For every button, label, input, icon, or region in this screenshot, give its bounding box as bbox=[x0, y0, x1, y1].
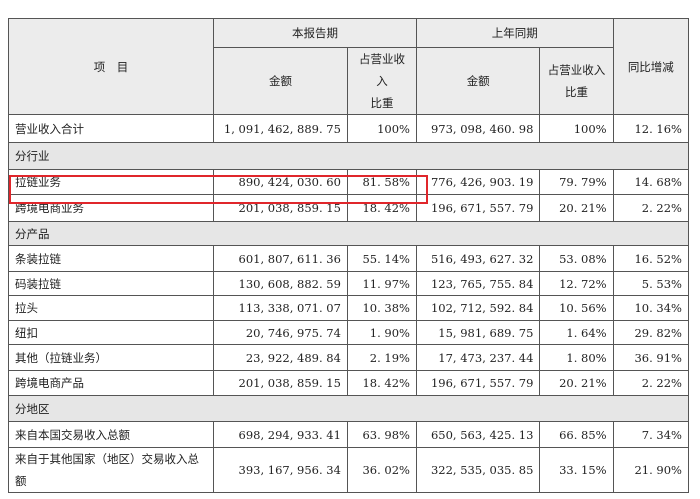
row-cur-amount: 113, 338, 071. 07 bbox=[213, 295, 348, 321]
row-cur-pct: 81. 58% bbox=[346, 169, 417, 195]
row-prev-amount: 776, 426, 903. 19 bbox=[415, 169, 541, 195]
row-cur-amount: 393, 167, 956. 34 bbox=[213, 447, 348, 493]
row-prev-pct: 12. 72% bbox=[539, 271, 614, 296]
row-label: 来自本国交易收入总额 bbox=[7, 421, 215, 448]
row-label: 其他（拉链业务） bbox=[7, 344, 215, 371]
row-cur-pct: 55. 14% bbox=[346, 245, 417, 272]
row-cur-amount: 698, 294, 933. 41 bbox=[213, 421, 348, 448]
table-row: 条装拉链 601, 807, 611. 36 55. 14% 516, 493, 62… bbox=[7, 245, 690, 272]
row-yoy: 16. 52% bbox=[612, 245, 690, 272]
row-cur-pct: 11. 97% bbox=[346, 271, 417, 296]
row-prev-pct: 79. 79% bbox=[539, 169, 614, 195]
total-cur-pct: 100% bbox=[346, 114, 417, 143]
header-row-1: 项 目 本报告期 上年同期 同比增减 bbox=[7, 18, 690, 115]
row-yoy: 21. 90% bbox=[612, 447, 690, 493]
row-label: 条装拉链 bbox=[7, 245, 215, 272]
row-prev-pct: 53. 08% bbox=[539, 245, 614, 272]
table-row: 码装拉链 130, 608, 882. 59 11. 97% 123, 765, 75… bbox=[7, 271, 690, 296]
section-row: 分产品 bbox=[8, 221, 689, 246]
header-cur-amount: 金额 bbox=[213, 47, 348, 115]
table-row: 纽扣 20, 746, 975. 74 1. 90% 15, 981, 689. 75… bbox=[7, 320, 690, 345]
row-prev-amount: 196, 671, 557. 79 bbox=[415, 194, 541, 222]
total-label: 营业收入合计 bbox=[7, 114, 215, 143]
table-row: 跨境电商业务 201, 038, 859. 15 18. 42% 196, 671, … bbox=[7, 194, 690, 222]
table-row: 拉头 113, 338, 071. 07 10. 38% 102, 712, 592.… bbox=[7, 295, 690, 321]
row-prev-amount: 650, 563, 425. 13 bbox=[415, 421, 541, 448]
row-cur-amount: 23, 922, 489. 84 bbox=[213, 344, 348, 371]
row-cur-pct: 63. 98% bbox=[346, 421, 417, 448]
table-row: 拉链业务 890, 424, 030. 60 81. 58% 776, 426, 90… bbox=[7, 169, 690, 195]
row-yoy: 5. 53% bbox=[612, 271, 690, 296]
header-prev-amount: 金额 bbox=[415, 47, 541, 115]
revenue-table: 项 目 本报告期 上年同期 同比增减 金额 占营业收入比重 金额 占营业收入比重… bbox=[7, 18, 690, 493]
header-cur-share: 占营业收入 比重 bbox=[346, 47, 417, 115]
row-label: 纽扣 bbox=[7, 320, 215, 345]
row-label: 码装拉链 bbox=[7, 271, 215, 296]
row-cur-amount: 890, 424, 030. 60 bbox=[213, 169, 348, 195]
row-prev-pct: 10. 56% bbox=[539, 295, 614, 321]
total-prev-pct: 100% bbox=[539, 114, 614, 143]
table-row: 跨境电商产品 201, 038, 859. 15 18. 42% 196, 671, … bbox=[7, 370, 690, 396]
row-prev-pct: 20. 21% bbox=[539, 370, 614, 396]
row-prev-pct: 33. 15% bbox=[539, 447, 614, 493]
row-yoy: 10. 34% bbox=[612, 295, 690, 321]
header-current-period: 本报告期 bbox=[213, 18, 417, 48]
row-cur-pct: 10. 38% bbox=[346, 295, 417, 321]
row-yoy: 36. 91% bbox=[612, 344, 690, 371]
row-cur-pct: 36. 02% bbox=[346, 447, 417, 493]
row-yoy: 14. 68% bbox=[612, 169, 690, 195]
row-yoy: 29. 82% bbox=[612, 320, 690, 345]
row-label: 来自于其他国家（地区）交易收入总额 bbox=[7, 447, 215, 493]
row-label: 跨境电商业务 bbox=[7, 194, 215, 222]
row-prev-amount: 196, 671, 557. 79 bbox=[415, 370, 541, 396]
row-prev-amount: 123, 765, 755. 84 bbox=[415, 271, 541, 296]
header-prev-share-line1: 占营业收入 bbox=[547, 63, 606, 77]
row-label: 拉链业务 bbox=[7, 169, 215, 195]
table-row: 来自本国交易收入总额 698, 294, 933. 41 63. 98% 650, 5… bbox=[7, 421, 690, 448]
row-yoy: 7. 34% bbox=[612, 421, 690, 448]
row-yoy: 2. 22% bbox=[612, 370, 690, 396]
header-cur-share-line2: 比重 bbox=[370, 96, 394, 110]
row-prev-amount: 15, 981, 689. 75 bbox=[415, 320, 541, 345]
row-label: 跨境电商产品 bbox=[7, 370, 215, 396]
total-prev-amount: 973, 098, 460. 98 bbox=[415, 114, 541, 143]
row-prev-amount: 516, 493, 627. 32 bbox=[415, 245, 541, 272]
row-prev-pct: 66. 85% bbox=[539, 421, 614, 448]
row-cur-amount: 201, 038, 859. 15 bbox=[213, 370, 348, 396]
row-cur-pct: 18. 42% bbox=[346, 194, 417, 222]
row-prev-amount: 17, 473, 237. 44 bbox=[415, 344, 541, 371]
row-label: 拉头 bbox=[7, 295, 215, 321]
row-cur-pct: 1. 90% bbox=[346, 320, 417, 345]
total-cur-amount: 1, 091, 462, 889. 75 bbox=[213, 114, 348, 143]
section-title: 分行业 bbox=[8, 142, 689, 170]
section-title: 分地区 bbox=[8, 395, 689, 422]
total-row: 营业收入合计 1, 091, 462, 889. 75 100% 973, 09… bbox=[7, 114, 690, 143]
header-item: 项 目 bbox=[7, 18, 215, 115]
row-cur-amount: 201, 038, 859. 15 bbox=[213, 194, 348, 222]
row-prev-pct: 1. 64% bbox=[539, 320, 614, 345]
row-cur-amount: 130, 608, 882. 59 bbox=[213, 271, 348, 296]
header-prev-share: 占营业收入 比重 bbox=[539, 47, 614, 115]
section-row: 分行业 bbox=[8, 142, 689, 170]
header-yoy: 同比增减 bbox=[612, 18, 690, 115]
row-cur-amount: 20, 746, 975. 74 bbox=[213, 320, 348, 345]
row-prev-pct: 1. 80% bbox=[539, 344, 614, 371]
header-prior-period: 上年同期 bbox=[415, 18, 614, 48]
row-yoy: 2. 22% bbox=[612, 194, 690, 222]
row-cur-amount: 601, 807, 611. 36 bbox=[213, 245, 348, 272]
table-row: 其他（拉链业务） 23, 922, 489. 84 2. 19% 17, 473, 2… bbox=[7, 344, 690, 371]
row-cur-pct: 2. 19% bbox=[346, 344, 417, 371]
row-cur-pct: 18. 42% bbox=[346, 370, 417, 396]
table-row: 来自于其他国家（地区）交易收入总额 393, 167, 956. 34 36. 02… bbox=[7, 447, 690, 493]
header-cur-share-line1: 占营业收入 bbox=[358, 52, 405, 88]
section-title: 分产品 bbox=[8, 221, 689, 246]
row-prev-amount: 322, 535, 035. 85 bbox=[415, 447, 541, 493]
total-yoy: 12. 16% bbox=[612, 114, 690, 143]
row-prev-amount: 102, 712, 592. 84 bbox=[415, 295, 541, 321]
header-row-2: 金额 占营业收入比重 金额 占营业收入比重 bbox=[9, 47, 689, 115]
row-prev-pct: 20. 21% bbox=[539, 194, 614, 222]
section-row: 分地区 bbox=[8, 395, 689, 422]
header-prev-share-line2: 比重 bbox=[565, 85, 589, 99]
